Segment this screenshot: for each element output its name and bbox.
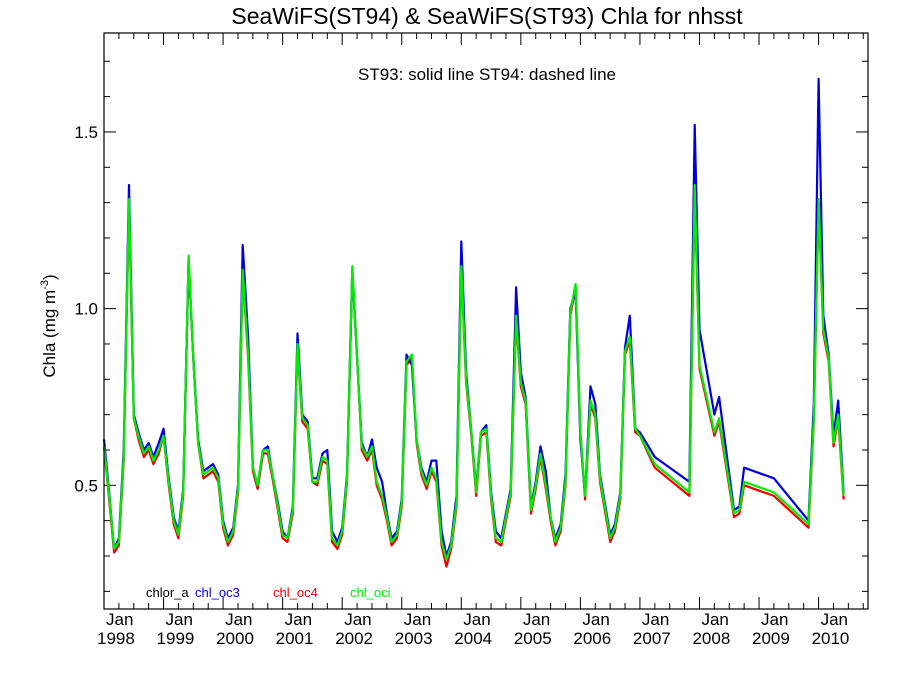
x-tick-year-label: 2007 bbox=[633, 629, 671, 648]
x-tick-month-label: Jan bbox=[582, 610, 609, 629]
x-tick-year-label: 2002 bbox=[335, 629, 373, 648]
x-tick-year-label: 2003 bbox=[395, 629, 433, 648]
x-tick-year-label: 1998 bbox=[97, 629, 135, 648]
x-tick-month-label: Jan bbox=[404, 610, 431, 629]
x-tick-month-label: Jan bbox=[642, 610, 669, 629]
x-tick-year-label: 2005 bbox=[514, 629, 552, 648]
x-tick-year-label: 2008 bbox=[692, 629, 730, 648]
y-tick-label: 1.0 bbox=[74, 300, 98, 319]
y-axis-label-base: Chla (mg m bbox=[40, 290, 59, 378]
series-line-chl_oci bbox=[102, 183, 845, 561]
y-axis-label-sup: -3 bbox=[39, 280, 51, 290]
chart-title: SeaWiFS(ST94) & SeaWiFS(ST93) Chla for n… bbox=[231, 3, 743, 29]
x-tick-month-label: Jan bbox=[701, 610, 728, 629]
x-tick-month-label: Jan bbox=[821, 610, 848, 629]
legend-item-chl_oc3: chl_oc3 bbox=[195, 585, 240, 600]
legend-item-chlor_a: chlor_a bbox=[146, 585, 189, 600]
x-tick-year-label: 2006 bbox=[573, 629, 611, 648]
x-tick-year-label: 2001 bbox=[276, 629, 314, 648]
x-tick-year-label: 2010 bbox=[812, 629, 850, 648]
series-layer bbox=[102, 77, 845, 568]
x-tick-month-label: Jan bbox=[523, 610, 550, 629]
x-tick-year-label: 1999 bbox=[157, 629, 195, 648]
y-tick-label: 0.5 bbox=[74, 476, 98, 495]
legend: chlor_a chl_oc3 chl_oc4 chl_oci bbox=[146, 585, 391, 600]
x-tick-year-label: 2000 bbox=[216, 629, 254, 648]
plot-frame bbox=[103, 32, 869, 610]
x-tick-month-label: Jan bbox=[285, 610, 312, 629]
x-tick-year-label: 2004 bbox=[454, 629, 492, 648]
y-axis-label: Chla (mg m-3) bbox=[39, 274, 59, 377]
legend-item-chl_oc4: chl_oc4 bbox=[273, 585, 318, 600]
x-tick-month-label: Jan bbox=[225, 610, 252, 629]
y-axis-label-tail: ) bbox=[40, 274, 59, 280]
x-tick-month-label: Jan bbox=[463, 610, 490, 629]
x-tick-year-label: 2009 bbox=[752, 629, 790, 648]
chart-annotation: ST93: solid line ST94: dashed line bbox=[358, 65, 616, 84]
x-tick-month-label: Jan bbox=[106, 610, 133, 629]
axis-layer: 0.51.01.5Jan1998Jan1999Jan2000Jan2001Jan… bbox=[74, 33, 868, 648]
x-tick-month-label: Jan bbox=[344, 610, 371, 629]
legend-item-chl_oci: chl_oci bbox=[350, 585, 391, 600]
x-tick-month-label: Jan bbox=[761, 610, 788, 629]
y-tick-label: 1.5 bbox=[74, 123, 98, 142]
x-tick-month-label: Jan bbox=[166, 610, 193, 629]
